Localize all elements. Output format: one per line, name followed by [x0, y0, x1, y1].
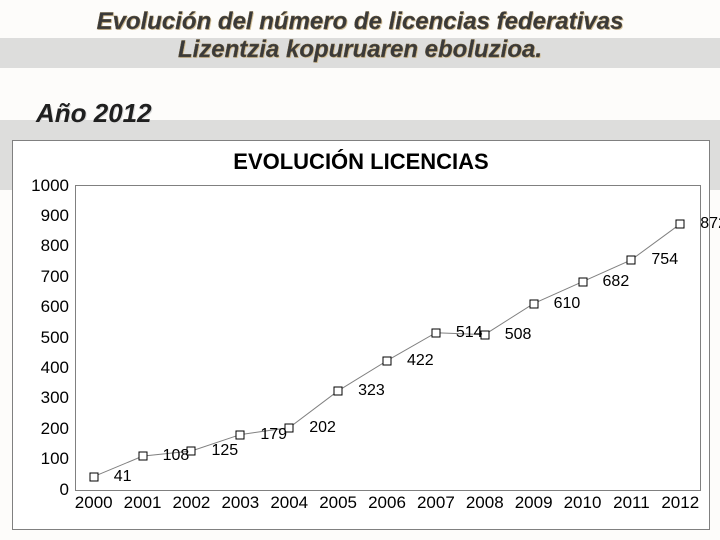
data-marker: [383, 356, 392, 365]
slide: Evolución del número de licencias federa…: [0, 0, 720, 540]
data-label: 323: [358, 382, 385, 400]
data-label: 754: [651, 251, 678, 269]
data-marker: [627, 255, 636, 264]
data-label: 682: [603, 273, 630, 291]
title-line-2: Lizentzia kopuruaren eboluzioa.: [178, 36, 542, 63]
data-label: 125: [211, 442, 238, 460]
data-marker: [236, 430, 245, 439]
data-label: 508: [505, 326, 532, 344]
data-marker: [676, 219, 685, 228]
data-label: 179: [260, 426, 287, 444]
chart-container: EVOLUCIÓN LICENCIAS 01002003004005006007…: [12, 140, 710, 530]
data-marker: [578, 277, 587, 286]
data-label: 872: [700, 215, 720, 233]
data-label: 422: [407, 352, 434, 370]
data-label: 202: [309, 419, 336, 437]
data-marker: [529, 299, 538, 308]
chart-title: EVOLUCIÓN LICENCIAS: [13, 141, 709, 181]
data-marker: [431, 328, 440, 337]
year-label: Año 2012: [36, 98, 152, 129]
data-marker: [334, 386, 343, 395]
data-label: 514: [456, 324, 483, 342]
data-label: 610: [554, 295, 581, 313]
title-line-1: Evolución del número de licencias federa…: [97, 8, 624, 35]
data-label: 41: [114, 468, 132, 486]
data-marker: [138, 452, 147, 461]
slide-title: Evolución del número de licencias federa…: [20, 8, 700, 63]
chart-panel: 0100200300400500600700800900100020002001…: [23, 185, 699, 517]
data-label: 108: [163, 447, 190, 465]
data-marker: [89, 472, 98, 481]
